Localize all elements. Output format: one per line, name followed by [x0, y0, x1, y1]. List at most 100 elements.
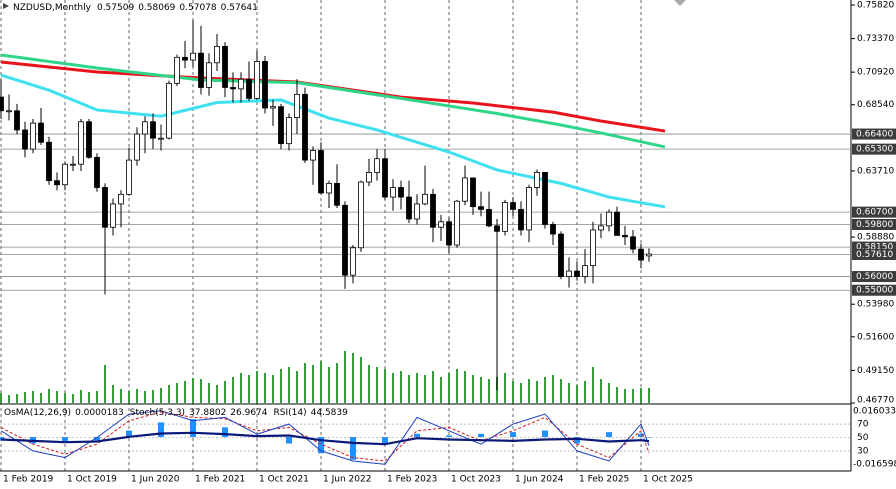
- rsi-name: RSI(14): [274, 408, 307, 418]
- candle-body: [494, 225, 500, 232]
- osma-bar: [350, 437, 356, 460]
- moving-average: [0, 53, 666, 149]
- y-tick-label: 70: [857, 420, 869, 430]
- candle-body: [166, 82, 172, 139]
- close-value: 0.57641: [221, 3, 258, 13]
- candle-body: [6, 110, 12, 113]
- candle-body: [566, 270, 572, 277]
- osma-bar: [62, 437, 68, 442]
- chart-header: NZDUSD,Monthly 0.57509 0.58069 0.57078 0.576…: [13, 3, 258, 13]
- stoch-main-value: 37.8802: [189, 408, 226, 418]
- level-label: 0.66400: [856, 130, 893, 140]
- candle-body: [646, 253, 652, 257]
- osma-bar: [190, 419, 196, 438]
- candle-body: [406, 196, 412, 220]
- candle-body: [270, 106, 276, 109]
- osma-bar: [286, 437, 292, 444]
- candle-body: [518, 209, 524, 231]
- y-tick-label: 50: [857, 433, 869, 443]
- candle-body: [174, 56, 180, 84]
- candle-body: [462, 177, 468, 202]
- x-tick-label: 1 Feb 2023: [387, 475, 437, 485]
- candle-body: [382, 158, 388, 198]
- osma-name: OsMA(12,26,9): [4, 408, 71, 418]
- candle-body: [0, 96, 4, 112]
- candle-body: [54, 180, 60, 186]
- level-label: 0.65300: [856, 145, 893, 155]
- level-label-box: [852, 284, 896, 296]
- osma-bar: [574, 437, 580, 444]
- candle-body: [318, 150, 324, 194]
- candle-body: [14, 110, 20, 131]
- moving-average: [0, 73, 666, 209]
- candle-body: [38, 122, 44, 143]
- osma-bar: [382, 437, 388, 444]
- x-tick-label: 1 Oct 2019: [67, 475, 117, 485]
- candle-body: [222, 45, 228, 88]
- candle-body: [622, 235, 628, 238]
- candle-body: [302, 93, 308, 161]
- candle-body: [22, 129, 28, 150]
- candle-body: [350, 247, 356, 276]
- y-tick-label: 30: [857, 446, 869, 456]
- candle-body: [230, 87, 236, 90]
- candle-body: [206, 62, 212, 88]
- candle-body: [70, 163, 76, 166]
- level-label-box: [852, 143, 896, 155]
- candle-body: [374, 158, 380, 173]
- stoch-signal-value: 26.9674: [230, 408, 267, 418]
- candle-body: [286, 117, 292, 145]
- x-tick-label: 1 Jun 2024: [515, 475, 564, 485]
- candle-body: [598, 225, 604, 231]
- candle-body: [534, 172, 540, 188]
- y-tick-label: 0.63710: [857, 166, 894, 176]
- candle-body: [238, 78, 244, 90]
- candle-body: [542, 172, 548, 225]
- candle-body: [110, 203, 116, 228]
- candle-body: [366, 172, 372, 183]
- candle-body: [502, 202, 508, 232]
- x-tick-label: 1 Feb 2025: [579, 475, 629, 485]
- open-value: 0.57509: [97, 3, 134, 13]
- candle-body: [398, 187, 404, 198]
- osma-value: 0.0000183: [75, 408, 124, 418]
- level-label-box: [852, 128, 896, 140]
- candle-body: [390, 187, 396, 198]
- candle-body: [86, 121, 92, 158]
- candle-body: [486, 209, 492, 227]
- candle-body: [142, 121, 148, 135]
- candle-body: [438, 221, 444, 228]
- candle-body: [358, 181, 364, 249]
- candle-body: [638, 248, 644, 261]
- y-tick-label: 0.75820: [857, 1, 894, 11]
- candle-body: [414, 203, 420, 220]
- candle-body: [342, 204, 348, 276]
- x-tick-label: 1 Jun 2022: [323, 475, 371, 485]
- osma-bar: [478, 433, 484, 438]
- candle-body: [62, 163, 68, 186]
- candle-body: [310, 150, 316, 161]
- level-label-box: [852, 248, 896, 260]
- candle-body: [630, 236, 636, 250]
- y-tick-label: 0.53980: [857, 300, 894, 310]
- candle-body: [126, 159, 132, 195]
- x-tick-label: 1 Oct 2023: [451, 475, 501, 485]
- osma-axis-label: 0.016033: [853, 407, 896, 417]
- candle-body: [606, 211, 612, 227]
- level-label: 0.60700: [856, 208, 893, 218]
- candle-body: [182, 56, 188, 61]
- y-tick-label: 0.68540: [857, 100, 894, 110]
- osma-bar: [606, 432, 612, 438]
- osma-bar: [222, 427, 228, 438]
- y-tick-label: 0.51600: [857, 332, 894, 342]
- x-tick-label: 1 Feb 2019: [3, 475, 54, 485]
- level-label-box: [852, 206, 896, 218]
- x-tick-label: 1 Feb 2021: [195, 475, 245, 485]
- stoch-signal-line: [0, 411, 650, 462]
- candle-body: [150, 121, 156, 139]
- candle-body: [262, 61, 268, 109]
- candle-body: [30, 122, 36, 150]
- low-value: 0.57078: [179, 3, 216, 13]
- high-value: 0.58069: [138, 3, 175, 13]
- osma-bar: [638, 433, 644, 438]
